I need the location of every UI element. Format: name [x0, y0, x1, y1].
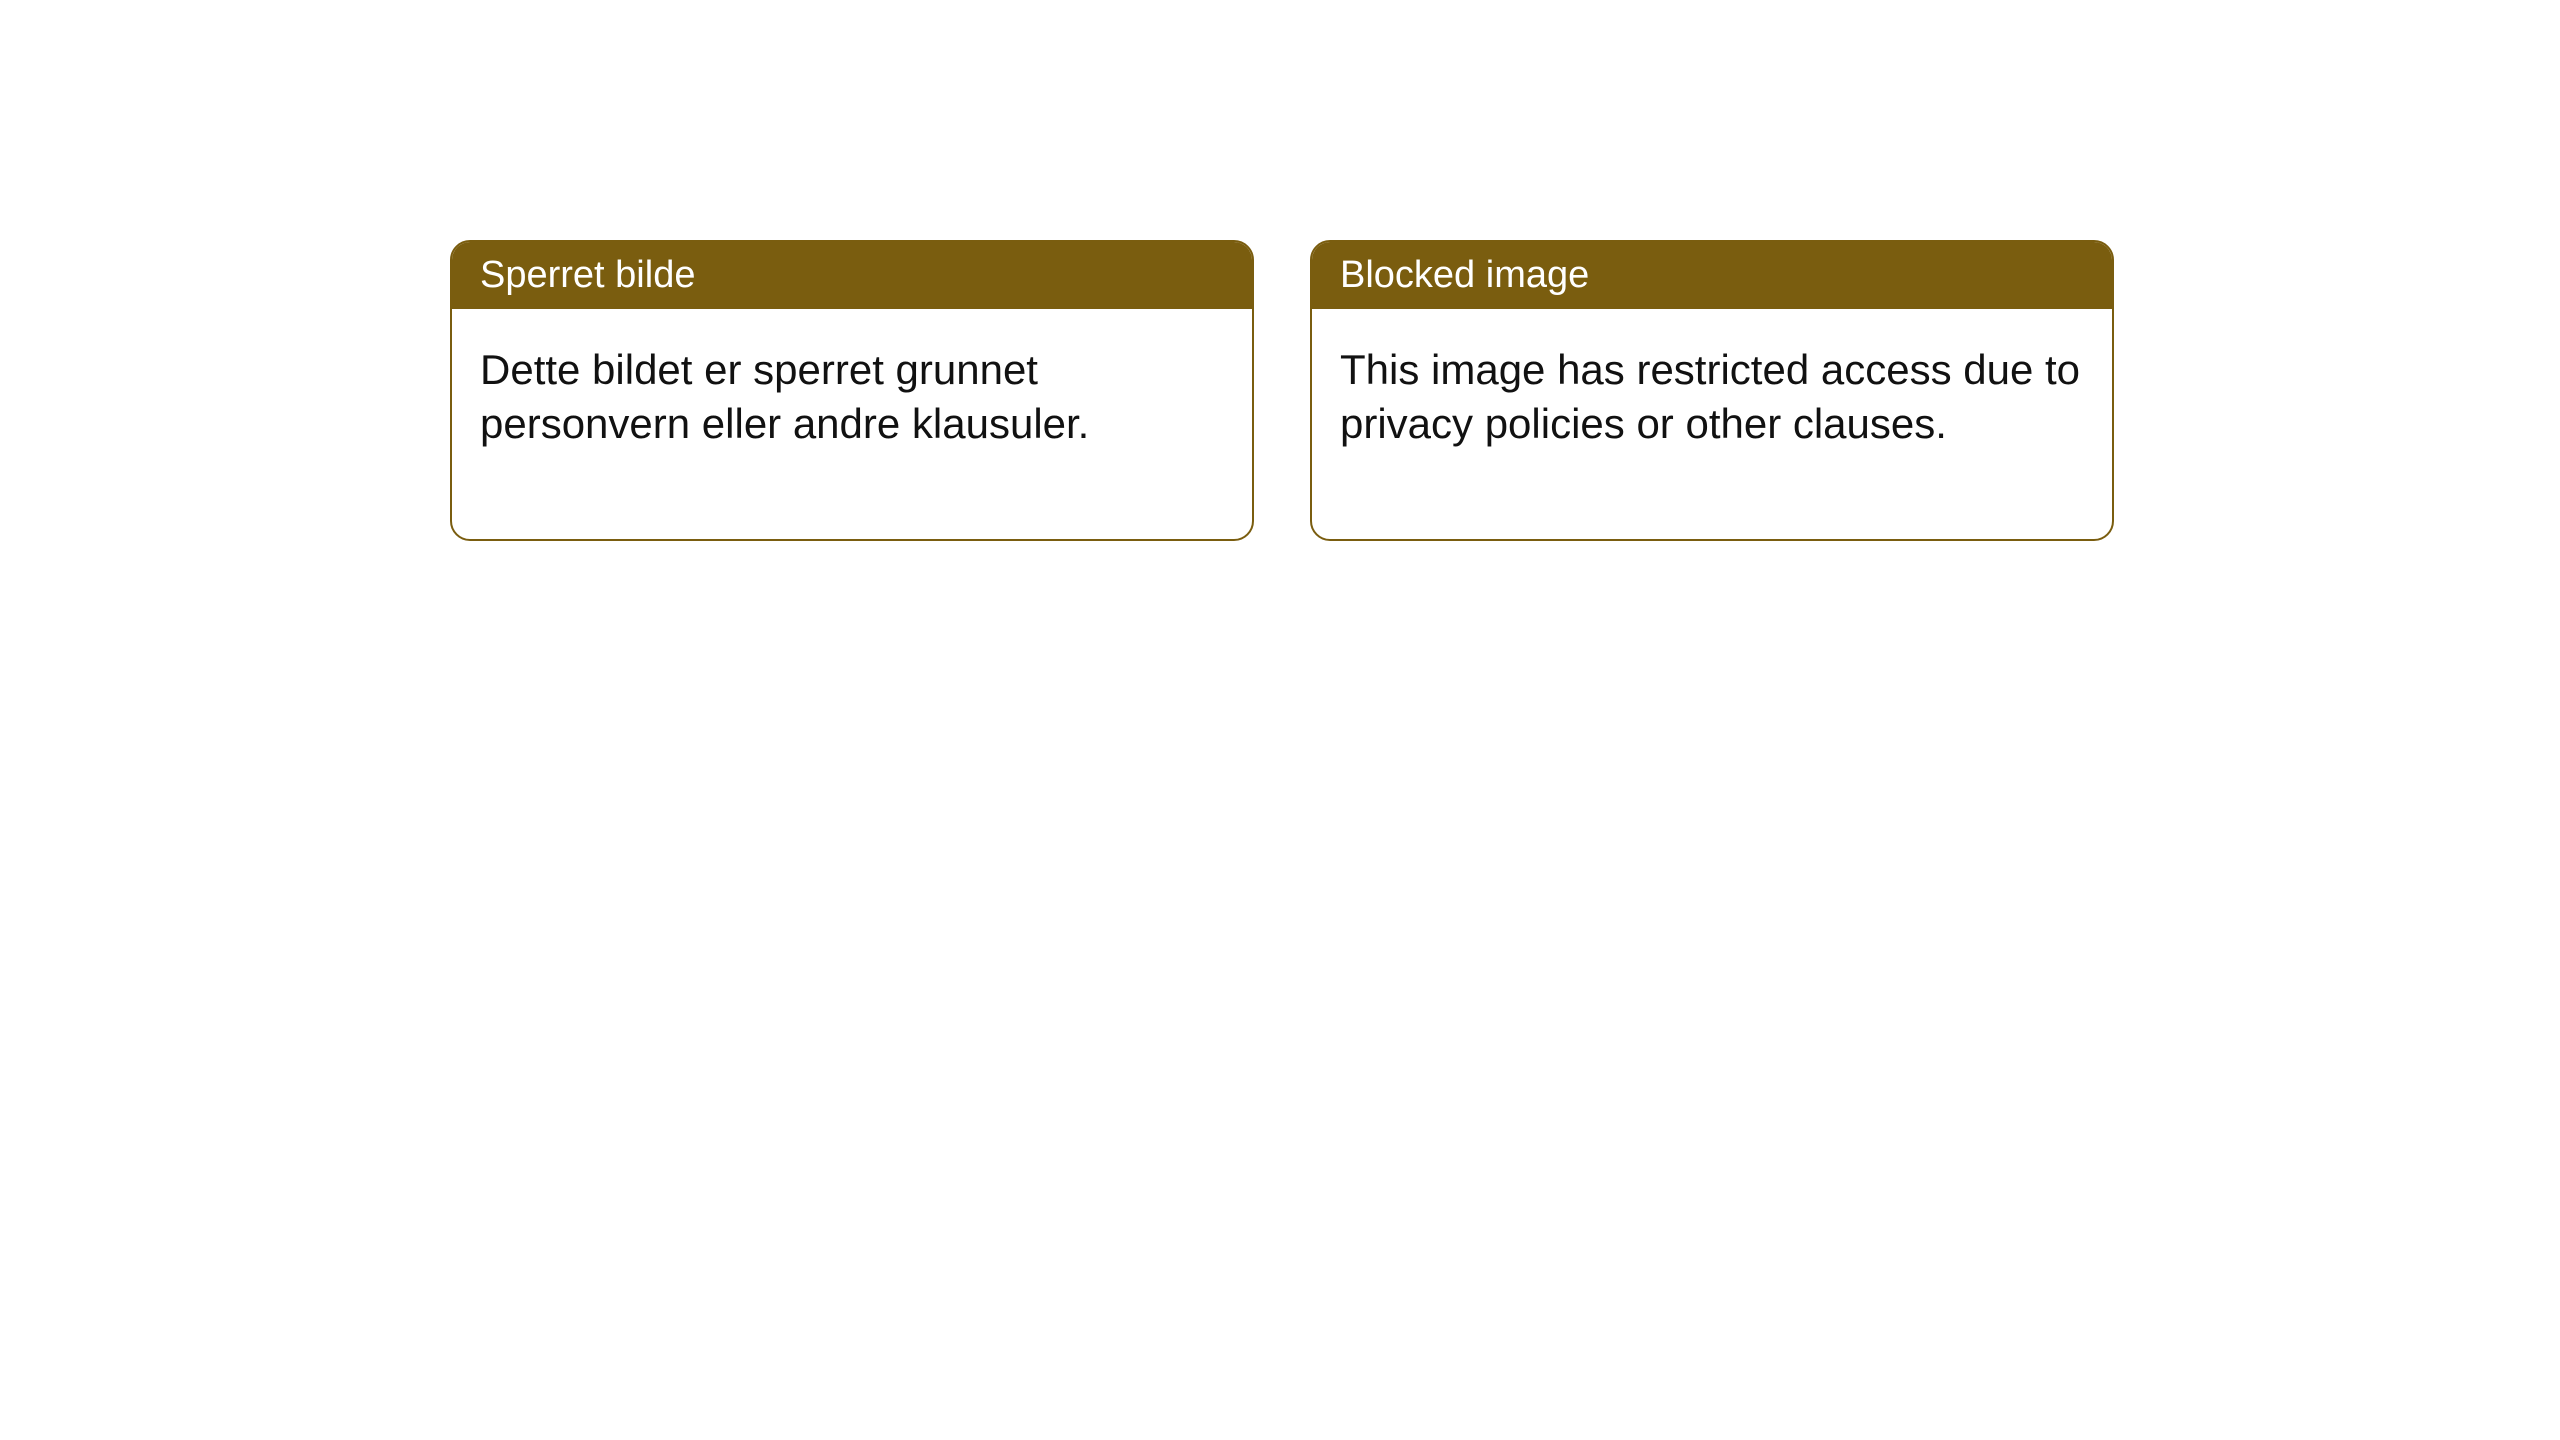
notice-title: Sperret bilde [452, 242, 1252, 309]
blocked-image-notices: Sperret bilde Dette bildet er sperret gr… [450, 240, 2114, 541]
notice-box-english: Blocked image This image has restricted … [1310, 240, 2114, 541]
notice-title: Blocked image [1312, 242, 2112, 309]
notice-message: This image has restricted access due to … [1312, 309, 2112, 539]
notice-box-norwegian: Sperret bilde Dette bildet er sperret gr… [450, 240, 1254, 541]
notice-message: Dette bildet er sperret grunnet personve… [452, 309, 1252, 539]
